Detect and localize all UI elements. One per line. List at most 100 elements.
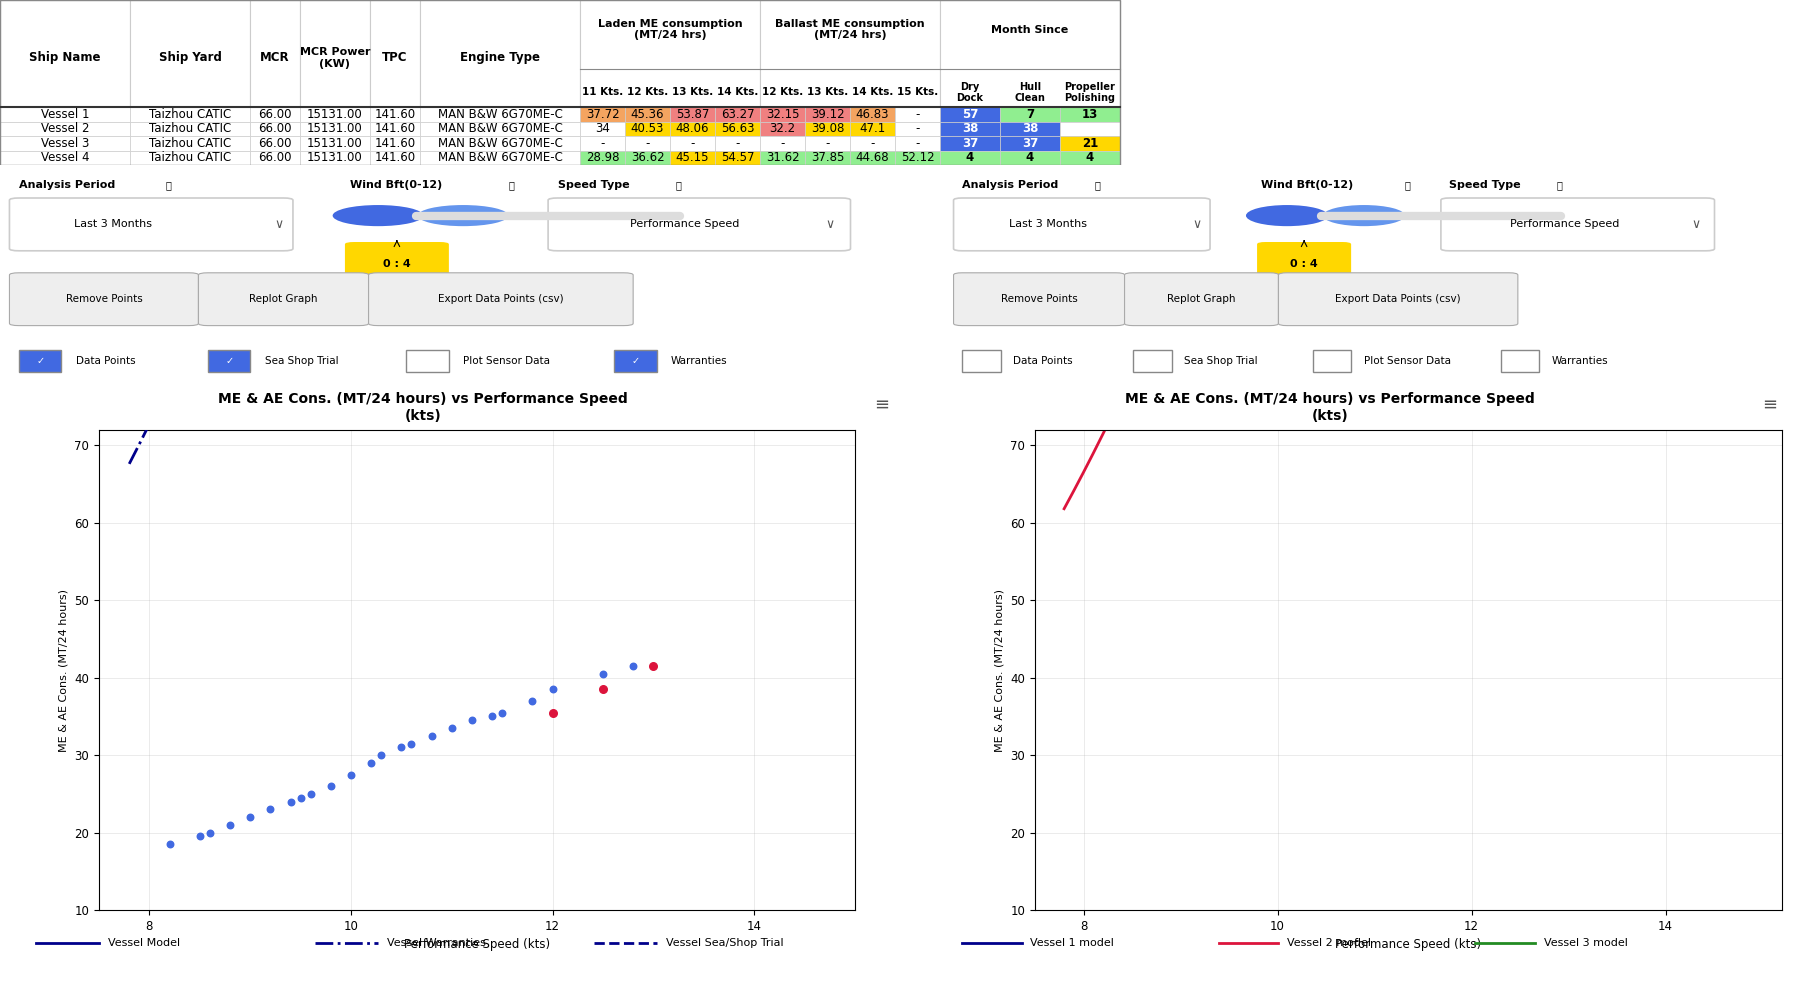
FancyBboxPatch shape bbox=[9, 273, 198, 326]
Text: MAN B&W 6G70ME-C: MAN B&W 6G70ME-C bbox=[437, 108, 562, 121]
Point bbox=[387, 739, 416, 755]
Point bbox=[518, 693, 547, 709]
Text: -: - bbox=[916, 137, 920, 150]
Point bbox=[337, 767, 365, 783]
Point bbox=[297, 786, 326, 802]
Text: Wind Bft(0-12): Wind Bft(0-12) bbox=[349, 180, 443, 190]
Text: ⓘ: ⓘ bbox=[1557, 180, 1562, 190]
Text: Wind Bft(0-12): Wind Bft(0-12) bbox=[1262, 180, 1354, 190]
Text: 4: 4 bbox=[1085, 151, 1094, 164]
Bar bbox=[301, 136, 371, 151]
Text: Dry
Dock: Dry Dock bbox=[956, 82, 983, 103]
Bar bbox=[895, 151, 940, 165]
Text: ME & AE Cons. (MT/24 hours) vs Performance Speed
(kts): ME & AE Cons. (MT/24 hours) vs Performan… bbox=[1125, 392, 1535, 423]
Text: 53.87: 53.87 bbox=[675, 108, 709, 121]
Bar bbox=[1001, 122, 1060, 136]
Bar bbox=[0, 136, 130, 151]
Text: Sea Shop Trial: Sea Shop Trial bbox=[265, 356, 338, 366]
Bar bbox=[895, 107, 940, 122]
Text: 13 Kts.: 13 Kts. bbox=[806, 87, 848, 97]
FancyBboxPatch shape bbox=[954, 273, 1125, 326]
Bar bbox=[301, 107, 371, 122]
Bar bbox=[625, 107, 670, 122]
Point bbox=[398, 736, 427, 752]
Text: ∨: ∨ bbox=[824, 218, 833, 231]
Text: 15131.00: 15131.00 bbox=[308, 122, 364, 135]
Text: 52.12: 52.12 bbox=[900, 151, 934, 164]
Bar bbox=[130, 107, 250, 122]
Bar bbox=[625, 151, 670, 165]
Point bbox=[437, 720, 466, 736]
X-axis label: Performance Speed (kts): Performance Speed (kts) bbox=[403, 938, 551, 951]
Text: 47.1: 47.1 bbox=[859, 122, 886, 135]
Text: ✓: ✓ bbox=[225, 356, 234, 366]
Text: ≡: ≡ bbox=[1762, 396, 1778, 414]
Bar bbox=[407, 350, 448, 372]
Text: 141.60: 141.60 bbox=[374, 137, 416, 150]
Text: Data Points: Data Points bbox=[1013, 356, 1073, 366]
Text: Engine Type: Engine Type bbox=[461, 51, 540, 64]
Y-axis label: ME & AE Cons. (MT/24 hours): ME & AE Cons. (MT/24 hours) bbox=[59, 588, 68, 752]
Bar bbox=[0, 107, 130, 122]
Point bbox=[185, 828, 214, 844]
Bar bbox=[130, 0, 250, 107]
Bar bbox=[1060, 107, 1120, 122]
Bar bbox=[130, 151, 250, 165]
Text: 66.00: 66.00 bbox=[257, 137, 292, 150]
Text: 141.60: 141.60 bbox=[374, 151, 416, 164]
Text: Taizhou CATIC: Taizhou CATIC bbox=[149, 137, 230, 150]
Text: Export Data Points (csv): Export Data Points (csv) bbox=[437, 294, 563, 304]
Bar bbox=[419, 151, 580, 165]
Circle shape bbox=[1246, 205, 1328, 226]
Text: Vessel Sea/Shop Trial: Vessel Sea/Shop Trial bbox=[666, 938, 783, 948]
Text: 38: 38 bbox=[1022, 122, 1039, 135]
Text: 37: 37 bbox=[961, 137, 977, 150]
Bar bbox=[715, 151, 760, 165]
Text: 66.00: 66.00 bbox=[257, 122, 292, 135]
Bar bbox=[209, 350, 250, 372]
Bar bbox=[940, 122, 1001, 136]
Text: Month Since: Month Since bbox=[992, 25, 1069, 35]
Text: -: - bbox=[781, 137, 785, 150]
FancyBboxPatch shape bbox=[1278, 273, 1517, 326]
Text: 34: 34 bbox=[596, 122, 610, 135]
Bar bbox=[419, 107, 580, 122]
Text: 57: 57 bbox=[961, 108, 977, 121]
Text: -: - bbox=[601, 137, 605, 150]
Bar bbox=[760, 136, 805, 151]
FancyBboxPatch shape bbox=[369, 273, 634, 326]
Text: -: - bbox=[736, 137, 740, 150]
Bar bbox=[371, 151, 419, 165]
Bar bbox=[715, 136, 760, 151]
Point bbox=[589, 681, 617, 697]
Text: MCR: MCR bbox=[261, 51, 290, 64]
Point bbox=[317, 778, 346, 794]
Bar bbox=[1312, 350, 1352, 372]
Bar bbox=[580, 136, 625, 151]
Text: 7: 7 bbox=[1026, 108, 1033, 121]
Bar bbox=[625, 122, 670, 136]
Point bbox=[356, 755, 385, 771]
Bar bbox=[0, 151, 130, 165]
Text: 63.27: 63.27 bbox=[720, 108, 754, 121]
Point bbox=[286, 790, 315, 806]
Bar bbox=[1001, 136, 1060, 151]
Text: 12 Kts.: 12 Kts. bbox=[761, 87, 803, 97]
Text: 14 Kts.: 14 Kts. bbox=[716, 87, 758, 97]
Text: -: - bbox=[871, 137, 875, 150]
Bar bbox=[0, 0, 1120, 165]
Point bbox=[477, 708, 506, 724]
Text: -: - bbox=[826, 137, 830, 150]
Bar bbox=[1060, 151, 1120, 165]
Text: 12 Kts.: 12 Kts. bbox=[626, 87, 668, 97]
Text: Vessel 3 model: Vessel 3 model bbox=[1544, 938, 1627, 948]
Text: MAN B&W 6G70ME-C: MAN B&W 6G70ME-C bbox=[437, 151, 562, 164]
Text: 37.72: 37.72 bbox=[585, 108, 619, 121]
Text: Performance Speed: Performance Speed bbox=[1510, 219, 1620, 229]
FancyBboxPatch shape bbox=[1442, 198, 1714, 251]
Text: Replot Graph: Replot Graph bbox=[248, 294, 319, 304]
Text: 15131.00: 15131.00 bbox=[308, 151, 364, 164]
Text: Taizhou CATIC: Taizhou CATIC bbox=[149, 122, 230, 135]
Text: ✓: ✓ bbox=[632, 356, 639, 366]
Point bbox=[457, 712, 486, 728]
